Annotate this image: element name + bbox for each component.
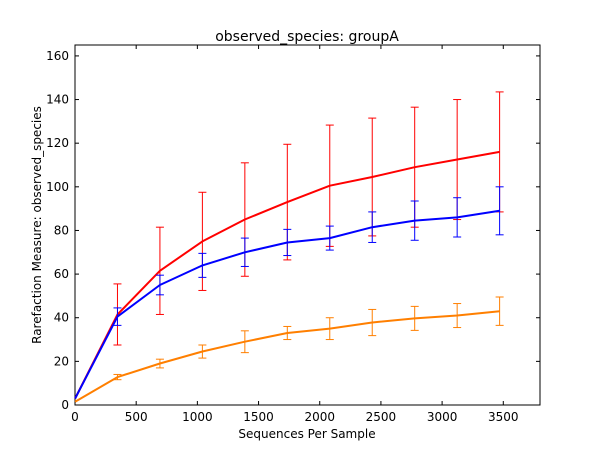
y-tick-label: 0 <box>61 398 69 412</box>
x-tick-label: 2000 <box>304 410 335 424</box>
x-tick-label: 500 <box>125 410 148 424</box>
series-line-0 <box>74 150 500 399</box>
series-line-1 <box>74 209 500 399</box>
x-tick-label: 1500 <box>243 410 274 424</box>
plot-area: 0 500 1000 1500 2000 2500 3000 3500 0 20 40 60 80 100… <box>46 44 541 424</box>
y-tick-label: 140 <box>46 93 69 107</box>
y-tick-label: 160 <box>46 49 69 63</box>
y-axis-label: Rarefaction Measure: observed_species <box>30 106 44 344</box>
y-tick-label: 100 <box>46 180 69 194</box>
chart-title: observed_species: groupA <box>215 29 399 45</box>
plot-frame <box>74 44 541 406</box>
x-axis-label: Sequences Per Sample <box>238 427 375 441</box>
y-tick-label: 80 <box>54 223 69 237</box>
y-tick-label: 60 <box>54 267 69 281</box>
y-tick-label: 20 <box>54 354 69 368</box>
x-tick-label: 1000 <box>182 410 213 424</box>
y-tick-label: 40 <box>54 311 69 325</box>
x-tick-label: 2500 <box>366 410 397 424</box>
x-tick-label: 0 <box>71 410 79 424</box>
x-tick-label: 3500 <box>488 410 519 424</box>
y-tick-label: 120 <box>46 136 69 150</box>
series-line-2 <box>74 310 500 403</box>
x-tick-label: 3000 <box>427 410 458 424</box>
